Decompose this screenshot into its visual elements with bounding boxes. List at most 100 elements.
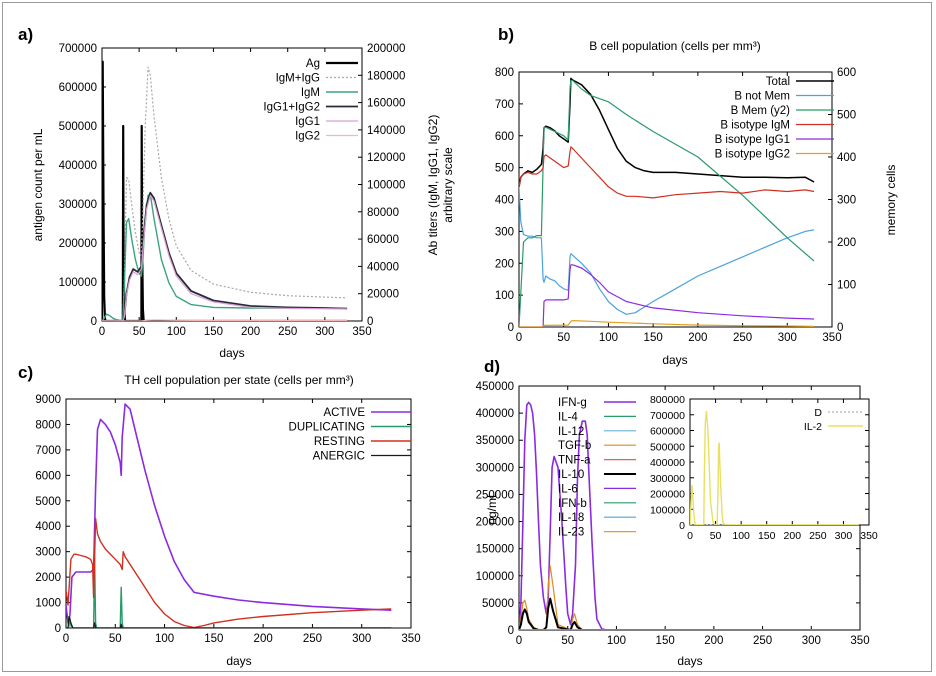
panel-d-inset-y-tick-label: 700000	[650, 410, 685, 422]
panel-a-y2-tick-label: 200000	[367, 43, 405, 55]
panel-b-x-tick-label: 350	[822, 332, 841, 344]
panel-d-inset-y-tick-label: 100000	[650, 504, 685, 516]
panel-a-x-tick-label: 300	[315, 326, 334, 338]
panel-d-y-tick-label: 200000	[476, 517, 514, 529]
panel-a-y2-tick-label: 20000	[367, 289, 399, 301]
panel-d-inset-y-tick-label: 500000	[650, 441, 685, 453]
panel-b-legend-label-4: B isotype IgG1	[715, 134, 790, 146]
panel-d-inset-x-tick-label: 150	[758, 530, 776, 542]
panel-d-y-tick-label: 450000	[476, 381, 514, 393]
panel-a-y-tick-label: 100000	[59, 277, 97, 289]
panel-d-inset-y-tick-label: 0	[679, 520, 685, 532]
panel-a-y2-tick-label: 180000	[367, 70, 405, 82]
panel-d-x-tick-label: 0	[516, 635, 522, 647]
panel-d-x-tick-label: 350	[850, 635, 869, 647]
panel-d-legend-label-6: IL-6	[558, 483, 578, 495]
panel-a-y2-tick-label: 40000	[367, 261, 399, 273]
panel-a-x-tick-label: 150	[204, 326, 223, 338]
panel-d-inset-x-tick-label: 100	[732, 530, 750, 542]
panel-a-x-tick-label: 350	[352, 326, 371, 338]
panel-c-y-tick-label: 8000	[35, 419, 61, 431]
panel-d-inset-x-tick-label: 200	[784, 530, 802, 542]
panel-b-x-axis-label: days	[662, 353, 687, 367]
panel-c-x-tick-label: 100	[155, 633, 174, 645]
panel-a-legend-label-5: IgG2	[295, 131, 320, 143]
panel-c-legend-label-2: RESTING	[314, 436, 365, 448]
panel-label-d: d)	[484, 357, 500, 376]
panel-d-legend-label-8: IL-18	[558, 512, 584, 524]
panel-a-y-tick-label: 600000	[59, 82, 97, 94]
panel-d-inset-legend-label-1: IL-2	[804, 421, 822, 433]
panel-c-legend-label-1: DUPLICATING	[289, 422, 366, 434]
panel-d-series-ifn-g	[519, 401, 841, 630]
panel-d-y-tick-label: 50000	[482, 598, 514, 610]
panel-a-x-axis-label: days	[219, 346, 244, 360]
panel-b-x-tick-label: 0	[516, 332, 522, 344]
panel-d-y-tick-label: 300000	[476, 462, 514, 474]
panel-a-x-tick-label: 100	[167, 326, 186, 338]
panel-d-x-axis-label: days	[677, 654, 702, 668]
panel-b-plot-area	[518, 71, 833, 328]
panel-a-legend-label-3: IgG1+IgG2	[263, 102, 320, 114]
panel-d-inset-series-il-2	[690, 410, 859, 525]
panel-d-legend-label-7: IFN-b	[558, 498, 587, 510]
panel-c-y-tick-label: 1000	[35, 598, 61, 610]
panel-b-y2-tick-label: 0	[837, 322, 843, 334]
panel-c-y-tick-label: 6000	[35, 470, 61, 482]
panel-d-x-tick-label: 100	[607, 635, 626, 647]
panel-d-inset-x-tick-label: 50	[710, 530, 722, 542]
panel-d-y-tick-label: 100000	[476, 571, 514, 583]
panel-d-legend-label-5: IL-10	[558, 469, 584, 481]
panel-b-x-tick-label: 200	[688, 332, 707, 344]
panel-d-inset-y-tick-label: 600000	[650, 426, 685, 438]
panel-d-y-tick-label: 250000	[476, 489, 514, 501]
panel-a-y2-tick-label: 80000	[367, 207, 399, 219]
panel-d-legend-label-4: TNF-a	[558, 455, 591, 467]
panel-a-legend-label-4: IgG1	[295, 116, 320, 128]
panel-d-y-tick-label: 350000	[476, 435, 514, 447]
panel-b-x-tick-label: 50	[557, 332, 570, 344]
panel-b-y2-axis-label: memory cells	[884, 165, 898, 236]
panel-label-b: b)	[498, 25, 514, 44]
panel-c-y-tick-label: 0	[55, 623, 61, 635]
panel-a-x-tick-label: 200	[241, 326, 260, 338]
panel-c-y-tick-label: 3000	[35, 547, 61, 559]
panel-d-y-tick-label: 400000	[476, 408, 514, 420]
panel-b-y2-tick-label: 300	[837, 195, 856, 207]
panel-c-y-tick-label: 9000	[35, 394, 61, 406]
panel-d-inset-plot-area	[689, 398, 870, 526]
panel-a-x-tick-label: 250	[278, 326, 297, 338]
panel-b-y-tick-label: 300	[495, 226, 514, 238]
panel-b-legend-label-2: B Mem (y2)	[731, 105, 791, 117]
panel-c-legend-label-3: ANERGIC	[313, 451, 365, 463]
panel-d-series-il-10	[519, 597, 841, 630]
panel-b-series-b-isotype-igg2	[519, 320, 815, 327]
panel-b-y-tick-label: 500	[495, 163, 514, 175]
panel-c-title: TH cell population per state (cells per …	[124, 373, 353, 387]
panel-a-y2-axis-label-0: Ab titers (IgM, IgG1, IgG2)	[426, 115, 440, 256]
panel-d-x-tick-label: 300	[802, 635, 821, 647]
panel-a-legend-label-2: IgM	[301, 87, 320, 99]
panel-d-inset-x-tick-label: 250	[809, 530, 827, 542]
panel-c-y-tick-label: 2000	[35, 572, 61, 584]
panel-b-series-b-mem-y2-	[519, 79, 815, 327]
panel-a-y-tick-label: 200000	[59, 238, 97, 250]
panel-c-x-axis-label: days	[226, 654, 251, 668]
panel-label-a: a)	[18, 25, 33, 44]
panel-a-y-tick-label: 0	[91, 316, 97, 328]
panel-c-x-tick-label: 0	[63, 633, 69, 645]
panel-b-x-tick-label: 100	[599, 332, 618, 344]
panel-b-y-tick-label: 0	[508, 322, 514, 334]
panel-d-inset-y-tick-label: 200000	[650, 489, 685, 501]
panel-c-x-tick-label: 200	[254, 633, 273, 645]
panel-a-series-igm	[102, 193, 348, 321]
panel-d-inset-y-tick-label: 300000	[650, 473, 685, 485]
panel-d-legend-label-9: IL-23	[558, 527, 584, 539]
panel-d-x-tick-label: 50	[561, 635, 574, 647]
panel-a-y2-tick-label: 160000	[367, 98, 405, 110]
panel-d-inset-x-tick-label: 300	[835, 530, 853, 542]
panel-c-series-active	[66, 403, 392, 624]
panel-a-y2-tick-label: 140000	[367, 125, 405, 137]
